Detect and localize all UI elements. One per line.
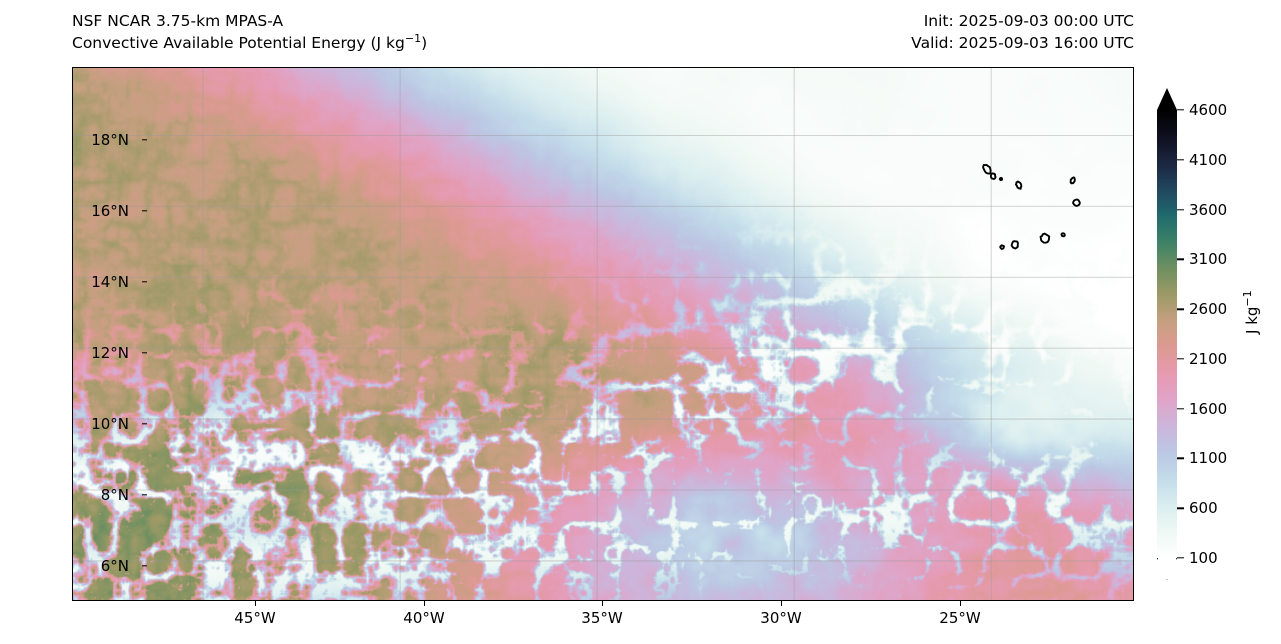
- lon-tick-mark: [255, 601, 257, 606]
- lon-tick-label: 35°W: [581, 609, 623, 627]
- lat-tick-label: 16°N: [91, 202, 129, 220]
- colorbar-tick-mark: [1177, 109, 1184, 111]
- lon-tick-mark: [960, 601, 962, 606]
- lat-tick-mark: [142, 565, 147, 567]
- lat-tick-label: 18°N: [91, 131, 129, 149]
- field-title-text: Convective Available Potential Energy (J…: [72, 34, 405, 52]
- lat-tick-label: 8°N: [100, 486, 129, 504]
- colorbar-tick-label: 4100: [1189, 150, 1228, 169]
- coastline-overlay: [982, 163, 1081, 250]
- lat-tick-mark: [142, 423, 147, 425]
- colorbar-tick-label: 100: [1189, 549, 1218, 567]
- lon-tick-mark: [781, 601, 783, 606]
- colorbar-tick-label: 1600: [1189, 399, 1228, 418]
- colorbar-tick-mark: [1177, 407, 1184, 410]
- field-units-exponent: −1: [404, 31, 422, 45]
- lat-tick-label: 12°N: [91, 344, 129, 362]
- valid-time-label: Valid: 2025-09-03 16:00 UTC: [911, 34, 1134, 52]
- metadata-block: Init: 2025-09-03 00:00 UTC Valid: 2025-0…: [911, 10, 1134, 54]
- colorbar-gradient: [1157, 110, 1177, 558]
- lat-tick-mark: [142, 139, 147, 141]
- lon-tick-label: 30°W: [760, 609, 802, 627]
- cape-field-raster: [73, 68, 1133, 600]
- graticule-gridlines: [73, 68, 1133, 600]
- colorbar-tick-label: 2100: [1189, 349, 1228, 368]
- lon-tick-mark: [602, 601, 604, 606]
- init-time-label: Init: 2025-09-03 00:00 UTC: [923, 12, 1134, 30]
- colorbar-units-label: J kg−1: [1241, 290, 1261, 334]
- colorbar-tick-label: 2600: [1189, 300, 1228, 319]
- colorbar-tick-label: 600: [1189, 499, 1218, 518]
- lon-tick-mark: [424, 601, 426, 606]
- colorbar-min-extension-arrow: [1157, 558, 1177, 580]
- lat-tick-mark: [142, 281, 147, 283]
- lat-tick-label: 10°N: [91, 415, 129, 433]
- field-title: Convective Available Potential Energy (J…: [72, 32, 427, 54]
- colorbar-tick-mark: [1177, 258, 1184, 261]
- lat-tick-mark: [142, 494, 147, 496]
- colorbar-tick-mark: [1177, 457, 1184, 460]
- colorbar-tick-mark: [1177, 208, 1184, 211]
- colorbar-tick-label: 4600: [1189, 101, 1228, 119]
- lon-tick-label: 40°W: [403, 609, 445, 627]
- lon-tick-label: 25°W: [939, 609, 981, 627]
- model-title: NSF NCAR 3.75-km MPAS-A: [72, 12, 284, 30]
- map-plot-area: [72, 67, 1134, 601]
- colorbar-tick-mark: [1177, 308, 1184, 310]
- colorbar-tick-mark: [1177, 507, 1184, 509]
- colorbar-tick-label: 3600: [1189, 200, 1228, 219]
- lat-tick-mark: [142, 210, 147, 212]
- lat-tick-label: 6°N: [100, 557, 129, 575]
- lat-tick-mark: [142, 352, 147, 354]
- colorbar-max-extension-arrow: [1157, 88, 1177, 110]
- colorbar-tick-mark: [1177, 557, 1184, 559]
- lat-tick-label: 14°N: [91, 273, 129, 291]
- colorbar-tick-label: 1100: [1189, 449, 1228, 468]
- colorbar-tick-mark: [1177, 159, 1184, 161]
- colorbar-tick-label: 3100: [1189, 250, 1228, 269]
- field-title-close: ): [421, 34, 428, 52]
- lon-tick-label: 45°W: [234, 609, 276, 627]
- colorbar-tick-mark: [1177, 358, 1184, 360]
- colorbar[interactable]: 100 600 1100 1600 2100 2600 3100 3600 4100 4600: [1157, 88, 1227, 580]
- title-block: NSF NCAR 3.75-km MPAS-A Convective Avail…: [72, 10, 427, 54]
